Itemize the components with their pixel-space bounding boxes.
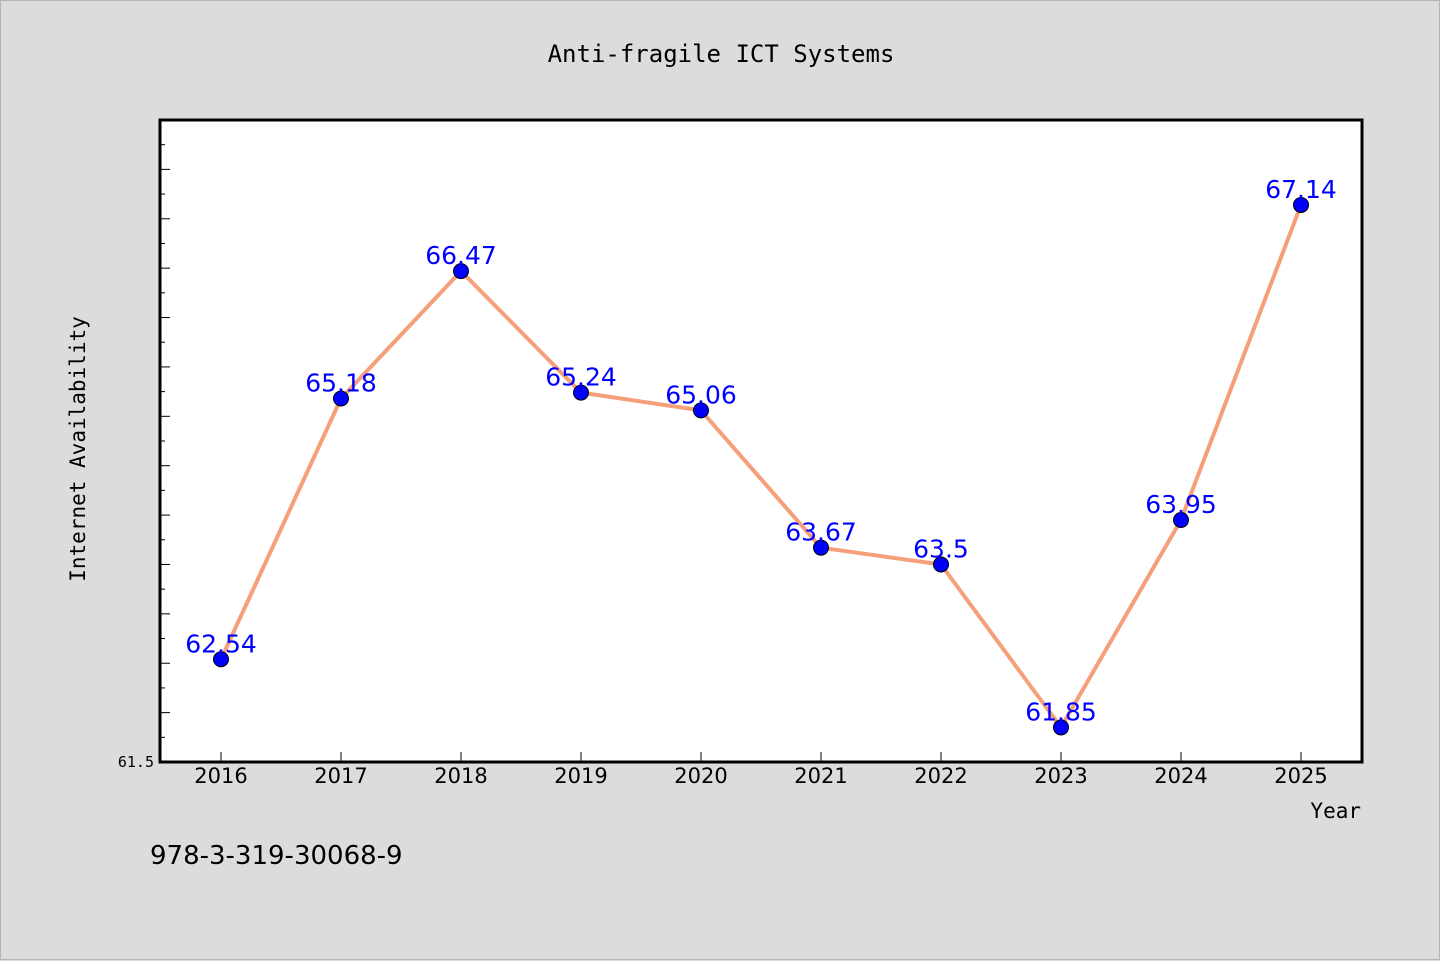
data-point	[453, 263, 469, 280]
y-axis-ticks	[160, 119, 170, 763]
data-point	[693, 402, 709, 419]
x-tick-labels: 2016 2017 2018 2019 2020 2021 2022 2023 2024 2025	[194, 764, 1327, 788]
x-tick-label: 2022	[914, 764, 967, 788]
data-point	[333, 390, 349, 407]
series-line	[219, 204, 1303, 730]
data-label: 63.95	[1145, 490, 1217, 519]
series-point-group	[213, 196, 1309, 736]
data-label: 65.06	[665, 380, 737, 409]
data-point	[1293, 196, 1309, 213]
series-line-group	[219, 204, 1303, 730]
x-tick-label: 2024	[1154, 764, 1207, 788]
x-tick-label: 2025	[1274, 764, 1327, 788]
data-label: 67.14	[1265, 175, 1337, 204]
data-label: 65.18	[305, 369, 377, 398]
chart-title: Anti-fragile ICT Systems	[548, 40, 895, 68]
x-tick-label: 2021	[794, 764, 847, 788]
x-axis-label: Year	[1310, 799, 1361, 823]
x-tick-label: 2023	[1034, 764, 1087, 788]
data-label: 63.5	[913, 534, 969, 563]
data-point	[1173, 512, 1189, 529]
x-tick-label: 2019	[554, 764, 607, 788]
data-point	[1053, 719, 1069, 736]
plot-area	[158, 118, 1364, 764]
y-axis-min-label: 61.5	[118, 753, 154, 771]
data-point	[573, 384, 589, 401]
x-tick-label: 2020	[674, 764, 727, 788]
y-axis-label: Internet Availability	[66, 316, 90, 582]
data-point	[813, 539, 829, 556]
x-axis-ticks	[220, 752, 1302, 762]
data-point	[933, 556, 949, 573]
x-tick-label: 2016	[194, 764, 247, 788]
footnote-isbn: 978-3-319-30068-9	[150, 841, 403, 871]
data-label: 66.47	[425, 241, 497, 270]
data-label: 61.85	[1025, 697, 1097, 726]
data-point	[213, 651, 229, 668]
data-label: 63.67	[785, 518, 857, 547]
data-label: 62.54	[185, 629, 257, 658]
data-label-group: 62.54 65.18 66.47 65.24 65.06 63.67 63.5 61.85 6…	[185, 175, 1337, 726]
x-tick-label: 2017	[314, 764, 367, 788]
x-tick-label: 2018	[434, 764, 487, 788]
data-label: 65.24	[545, 363, 617, 392]
